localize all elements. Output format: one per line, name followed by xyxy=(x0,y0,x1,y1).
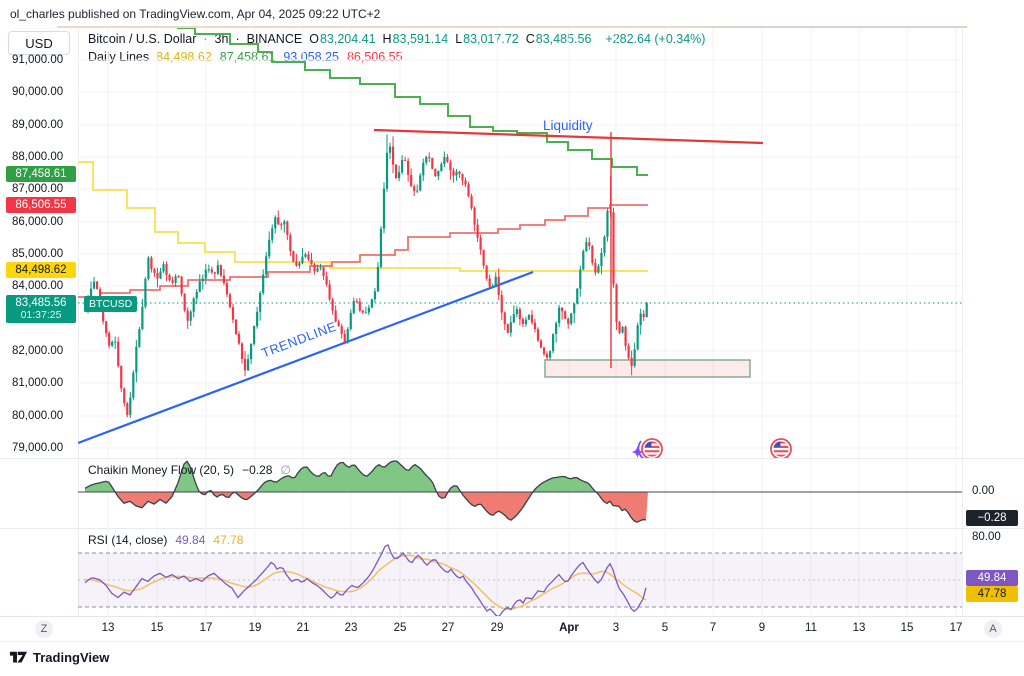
auto-button[interactable]: A xyxy=(984,620,1002,638)
daily-line-yellow[interactable] xyxy=(78,161,648,272)
time-tick: 15 xyxy=(900,622,914,634)
cmf-legend[interactable]: Chaikin Money Flow (20, 5) −0.28 ∅ xyxy=(88,463,291,477)
pane-divider[interactable] xyxy=(0,528,1024,529)
ohlc-key: C xyxy=(525,32,535,46)
footer: TradingView xyxy=(0,641,1024,676)
time-tick: 27 xyxy=(441,622,455,634)
price-tick: 89,000.00 xyxy=(12,119,64,131)
ohlc-values: O83,204.41 H83,591.14 L83,017.72 C83,485.56 xyxy=(309,32,598,46)
time-tick: 25 xyxy=(393,622,407,634)
price-badge: 83,485.56 01:37:25 xyxy=(6,295,76,323)
attribution-text: ol_charles published on TradingView.com,… xyxy=(10,7,381,21)
rsi-legend[interactable]: RSI (14, close) 49.84 47.78 xyxy=(88,533,243,547)
price-badge: 87,458.61 xyxy=(6,166,76,182)
liquidity-line[interactable] xyxy=(373,128,764,145)
daily-line-green[interactable] xyxy=(177,28,648,176)
ohlc-value: 83,591.14 xyxy=(392,32,449,46)
null-source-icon: ∅ xyxy=(280,463,291,477)
time-tick: 3 xyxy=(612,622,620,634)
pane-divider[interactable] xyxy=(0,458,1024,459)
trendline[interactable] xyxy=(78,270,534,445)
price-tick: 82,000.00 xyxy=(12,345,64,357)
time-tick: 17 xyxy=(199,622,213,634)
time-tick: 21 xyxy=(296,622,310,634)
time-tick: Apr xyxy=(559,622,579,634)
sparkle-icon xyxy=(631,446,644,458)
price-tick: 80,000.00 xyxy=(12,410,64,422)
interval-label: 3h xyxy=(214,32,229,46)
price-tick: 87,000.00 xyxy=(12,183,64,195)
time-tick: 23 xyxy=(344,622,358,634)
top-divider xyxy=(57,26,967,28)
ohlc-value: 83,485.56 xyxy=(535,32,592,46)
timezone-button[interactable]: Z xyxy=(35,620,53,638)
cmf-value: −0.28 xyxy=(242,463,273,477)
price-tick: 81,000.00 xyxy=(12,377,64,389)
rsi-top-tick: 80.00 xyxy=(972,531,1001,543)
price-tick: 86,000.00 xyxy=(12,216,64,228)
currency-button[interactable]: USD xyxy=(8,31,70,55)
rsi-title: RSI (14, close) xyxy=(88,533,168,547)
brand-name: TradingView xyxy=(33,650,110,665)
time-tick: 9 xyxy=(758,622,766,634)
separator: · xyxy=(203,32,208,46)
rsi-ma-plot xyxy=(84,554,647,610)
price-tick: 91,000.00 xyxy=(12,54,64,66)
exchange-label: BINANCE xyxy=(246,32,303,46)
symbol-legend[interactable]: Bitcoin / U.S. Dollar · 3h · BINANCE O83… xyxy=(88,32,705,46)
main-price-pane[interactable] xyxy=(78,28,962,458)
demand-zone-rect[interactable] xyxy=(544,359,751,378)
price-tick: 84,000.00 xyxy=(12,280,64,292)
ohlc-value: 83,017.72 xyxy=(463,32,519,46)
cmf-title: Chaikin Money Flow (20, 5) xyxy=(88,463,235,477)
ohlc-key: L xyxy=(455,32,463,46)
rsi-pane[interactable] xyxy=(78,528,962,616)
cmf-zero-tick: 0.00 xyxy=(972,485,995,497)
price-tick: 90,000.00 xyxy=(12,86,64,98)
countdown-timer: 01:37:25 xyxy=(20,309,62,321)
symbol-price-chip: BTCUSD xyxy=(84,296,138,312)
cmf-plot xyxy=(84,460,647,523)
separator: · xyxy=(235,32,240,46)
time-tick: 11 xyxy=(805,622,817,634)
tradingview-logo[interactable]: TradingView xyxy=(10,650,109,665)
time-tick: 7 xyxy=(709,622,717,634)
time-axis[interactable]: 13 15 17 19 21 23 25 27 29 Apr 3 5 7 9 11 13 15 17 xyxy=(0,616,1024,642)
time-tick: 13 xyxy=(852,622,866,634)
time-tick: 17 xyxy=(949,622,963,634)
ohlc-key: H xyxy=(382,32,392,46)
price-badge: 84,498.62 xyxy=(6,262,76,278)
left-scale-border xyxy=(78,28,79,616)
price-tick: 79,000.00 xyxy=(12,442,64,454)
economic-event-flag-icon[interactable] xyxy=(631,438,663,458)
rsi-signal-value: 47.78 xyxy=(213,533,244,547)
rsi-signal-badge: 47.78 xyxy=(966,586,1018,602)
price-badge: 86,506.55 xyxy=(6,197,76,213)
symbol-title: Bitcoin / U.S. Dollar xyxy=(88,32,197,46)
price-tick: 88,000.00 xyxy=(12,151,64,163)
change-value: +282.64 (+0.34%) xyxy=(605,32,706,46)
ohlc-value: 83,204.41 xyxy=(319,32,376,46)
cmf-value-badge: −0.28 xyxy=(966,510,1018,526)
rsi-value: 49.84 xyxy=(175,533,206,547)
tradingview-logo-icon xyxy=(10,651,27,663)
rsi-value-badge: 49.84 xyxy=(966,570,1018,586)
time-tick: 13 xyxy=(101,622,115,634)
right-scale-border xyxy=(962,28,963,616)
rsi-plot xyxy=(84,543,647,616)
ohlc-key: O xyxy=(309,32,319,46)
time-tick: 19 xyxy=(248,622,262,634)
time-tick: 5 xyxy=(661,622,669,634)
time-tick: 15 xyxy=(150,622,164,634)
economic-event-flag-icon[interactable] xyxy=(770,438,792,458)
daily-line-red[interactable] xyxy=(78,204,648,298)
liquidity-line-label[interactable]: Liquidity xyxy=(543,118,593,133)
price-tick: 85,000.00 xyxy=(12,248,64,260)
cmf-pane[interactable] xyxy=(78,458,962,528)
time-tick: 29 xyxy=(490,622,504,634)
